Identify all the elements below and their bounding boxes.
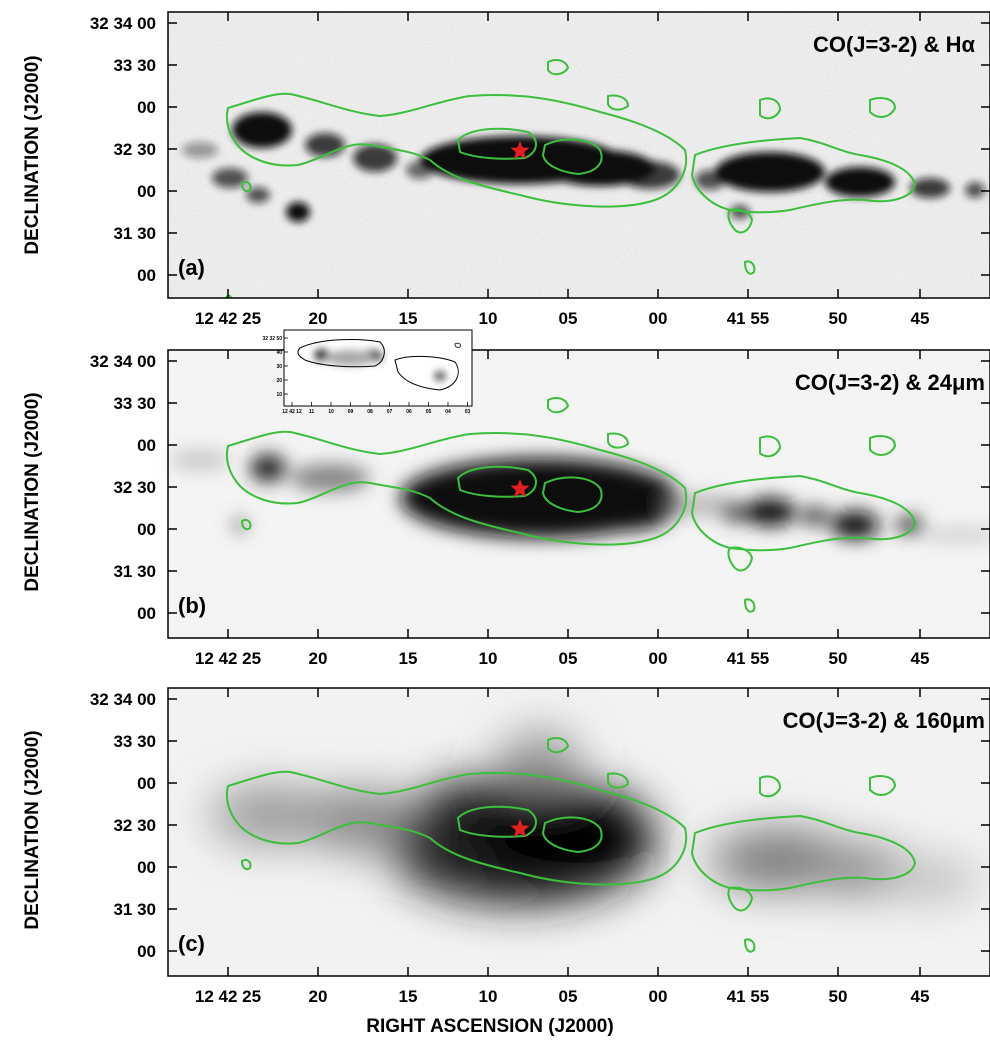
panel-a-x-ticks: 12 42 25 20 15 10 05 00 41 55 50 45: [195, 12, 930, 328]
y-tick-label: 00: [137, 520, 156, 539]
x-tick-label: 12 42 25: [195, 987, 261, 1006]
inset-x-tick-label: 05: [426, 409, 432, 415]
y-tick-label: 31 30: [113, 562, 156, 581]
x-tick-label: 41 55: [727, 987, 770, 1006]
y-tick-label: 32 30: [113, 478, 156, 497]
inset-y-tick-label: 40: [276, 350, 282, 356]
y-tick-label: 32 34 00: [90, 690, 156, 709]
y-tick-label: 32 30: [113, 140, 156, 159]
panel-c-star-marker: [510, 819, 530, 838]
panel-c-title: CO(J=3-2) & 160μm: [783, 708, 985, 733]
x-tick-label: 05: [559, 649, 578, 668]
y-tick-label: 32 34 00: [90, 352, 156, 371]
y-tick-label: 00: [137, 774, 156, 793]
panel-b-title: CO(J=3-2) & 24μm: [795, 370, 985, 395]
panel-b-inset: 32 32 50 40 30 20 10 12 42 12 11 10 09 08 07 06 05 04…: [263, 329, 473, 415]
x-tick-label: 12 42 25: [195, 649, 261, 668]
x-tick-label: 50: [829, 649, 848, 668]
y-tick-label: 31 30: [113, 224, 156, 243]
x-tick-label: 45: [911, 309, 930, 328]
x-tick-label: 00: [649, 987, 668, 1006]
inset-x-tick-label: 09: [348, 409, 354, 415]
panel-c-y-ticks: 32 34 00 33 30 00 32 30 00 31 30 00: [90, 690, 990, 961]
inset-x-tick-label: 07: [387, 409, 393, 415]
y-tick-label: 00: [137, 266, 156, 285]
panel-b: 32 34 00 33 30 00 32 30 00 31 30 00 12 42 25 20…: [90, 329, 990, 668]
y-tick-label: 32 30: [113, 816, 156, 835]
panel-a-title: CO(J=3-2) & Hα: [813, 32, 976, 57]
y-tick-label: 33 30: [113, 56, 156, 75]
y-tick-label: 00: [137, 858, 156, 877]
panel-a-y-ticks: 32 34 00 33 30 00 32 30 00 31 30 00: [90, 14, 990, 285]
x-tick-label: 20: [309, 987, 328, 1006]
y-axis-label-c: DECLINATION (J2000): [22, 730, 43, 929]
y-tick-label: 33 30: [113, 394, 156, 413]
x-tick-label: 45: [911, 649, 930, 668]
panel-b-y-ticks: 32 34 00 33 30 00 32 30 00 31 30 00: [90, 352, 990, 623]
x-tick-label: 10: [479, 987, 498, 1006]
panel-c: 32 34 00 33 30 00 32 30 00 31 30 00 12 42 25 20…: [90, 687, 990, 1006]
inset-y-tick-label: 32 32 50: [263, 336, 283, 342]
x-tick-label: 41 55: [727, 309, 770, 328]
y-tick-label: 32 34 00: [90, 14, 156, 33]
y-tick-label: 00: [137, 182, 156, 201]
inset-x-tick-label: 12 42 12: [282, 409, 302, 415]
x-tick-label: 15: [399, 649, 418, 668]
x-tick-label: 05: [559, 309, 578, 328]
panel-c-x-ticks: 12 42 25 20 15 10 05 00 41 55 50 45: [195, 688, 930, 1006]
y-tick-label: 00: [137, 942, 156, 961]
panel-a: 32 34 00 33 30 00 32 30 00 31 30 00 12 42 25 20…: [90, 11, 990, 328]
x-tick-label: 05: [559, 987, 578, 1006]
y-tick-label: 33 30: [113, 732, 156, 751]
panel-a-co-contours: [225, 59, 917, 299]
panel-b-co-contours: [225, 397, 917, 613]
panel-a-label: (a): [178, 255, 205, 280]
panel-b-label: (b): [178, 593, 206, 618]
panel-b-star-marker: [510, 479, 530, 498]
inset-y-tick-label: 10: [276, 392, 282, 398]
inset-ticks: 32 32 50 40 30 20 10 12 42 12 11 10 09 08 07 06 05 04…: [263, 336, 471, 415]
y-axis-label-a: DECLINATION (J2000): [22, 55, 43, 254]
x-tick-label: 15: [399, 987, 418, 1006]
inset-y-tick-label: 20: [276, 378, 282, 384]
inset-x-tick-label: 06: [406, 409, 412, 415]
x-tick-label: 15: [399, 309, 418, 328]
x-tick-label: 00: [649, 649, 668, 668]
inset-y-tick-label: 30: [276, 364, 282, 370]
panel-c-label: (c): [178, 931, 205, 956]
y-tick-label: 00: [137, 98, 156, 117]
x-tick-label: 45: [911, 987, 930, 1006]
x-axis-label: RIGHT ASCENSION (J2000): [366, 1016, 613, 1037]
inset-x-tick-label: 03: [465, 409, 471, 415]
inset-x-tick-label: 08: [367, 409, 373, 415]
y-tick-label: 00: [137, 436, 156, 455]
y-axis-label-b: DECLINATION (J2000): [22, 392, 43, 591]
panel-a-image: [168, 12, 990, 298]
panel-c-co-contours: [225, 737, 917, 953]
x-tick-label: 20: [309, 649, 328, 668]
inset-x-tick-label: 11: [309, 409, 315, 415]
x-tick-label: 12 42 25: [195, 309, 261, 328]
y-tick-label: 31 30: [113, 900, 156, 919]
x-tick-label: 20: [309, 309, 328, 328]
x-tick-label: 41 55: [727, 649, 770, 668]
y-tick-label: 00: [137, 604, 156, 623]
x-tick-label: 10: [479, 309, 498, 328]
x-tick-label: 50: [829, 987, 848, 1006]
inset-x-tick-label: 10: [328, 409, 334, 415]
x-tick-label: 10: [479, 649, 498, 668]
x-tick-label: 50: [829, 309, 848, 328]
panel-a-star-marker: [510, 141, 530, 160]
inset-x-tick-label: 04: [445, 409, 451, 415]
x-tick-label: 00: [649, 309, 668, 328]
